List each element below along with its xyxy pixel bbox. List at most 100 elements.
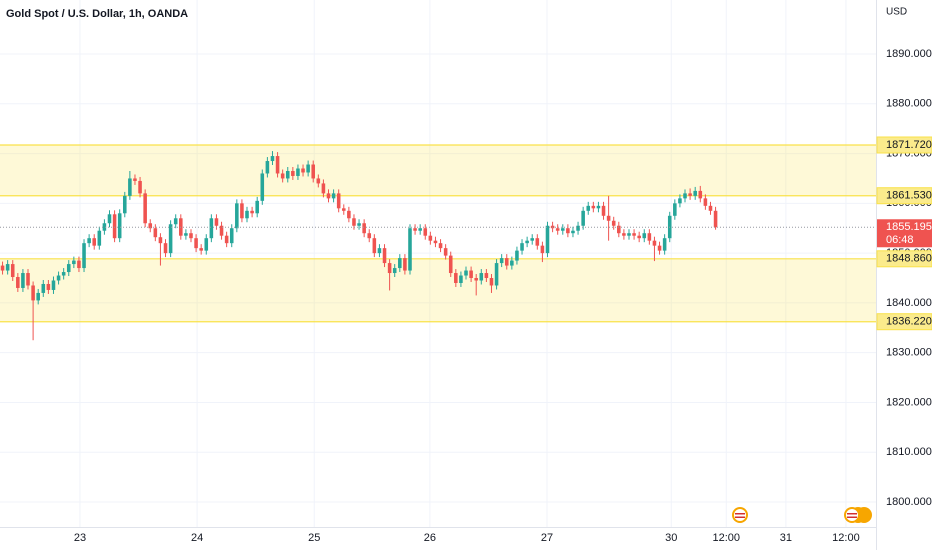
candle-body (525, 240, 529, 244)
candle-body (219, 225, 224, 236)
candle-body (224, 235, 229, 244)
candle-body (72, 260, 76, 265)
event-icon[interactable] (732, 507, 748, 523)
x-tick-label: 12:00 (832, 532, 860, 544)
candle-body (250, 210, 254, 214)
candle-body (591, 205, 596, 209)
zone (0, 258, 876, 322)
candle-body (10, 264, 15, 278)
candle-body (107, 214, 112, 224)
candle-body (403, 258, 407, 271)
candle-body (377, 248, 382, 254)
candle-body (26, 273, 30, 286)
candle-body (413, 228, 417, 231)
candle-body (194, 238, 198, 249)
candle-body (168, 224, 173, 254)
candle-body (606, 215, 611, 221)
candle-body (611, 220, 616, 226)
candle-body (489, 278, 494, 286)
event-icon-stripe (847, 516, 857, 518)
candle-body (77, 260, 81, 269)
zone-price-box (876, 250, 932, 268)
candle-body (163, 243, 168, 254)
y-tick-label: 1880.000 (886, 98, 932, 110)
candle-body (270, 156, 275, 162)
candle-body (520, 243, 524, 251)
candle-body (642, 233, 647, 239)
candles (0, 151, 718, 341)
x-tick-label: 25 (308, 532, 320, 544)
candle-body (97, 230, 102, 246)
y-tick-label: 1800.000 (886, 496, 932, 508)
candle-body (240, 203, 244, 219)
candle-body (387, 263, 392, 274)
candle-body (255, 200, 259, 214)
candle-body (102, 223, 107, 231)
candle-body (0, 265, 5, 271)
candle-body (662, 238, 667, 251)
last-price-box (877, 219, 932, 248)
candle-body (571, 230, 575, 234)
event-icon-stripe (847, 513, 857, 515)
candle-body (688, 193, 692, 196)
candle-body (443, 248, 448, 256)
candle-body (617, 225, 621, 234)
candle-body (566, 228, 570, 234)
candle-body (61, 272, 66, 276)
candle-body (454, 273, 458, 283)
candle-body (693, 190, 697, 196)
zone-price-label: 1836.220 (886, 316, 932, 328)
candle-body (683, 193, 687, 199)
candle-body (632, 233, 636, 236)
candle-body (184, 233, 188, 236)
candle-body (423, 228, 428, 236)
candle-body (515, 250, 519, 261)
candle-body (372, 238, 377, 254)
candle-body (204, 238, 209, 251)
candle-body (128, 178, 132, 196)
candle-body (464, 270, 468, 276)
candle-body (540, 245, 545, 254)
y-tick-label: 1890.000 (886, 48, 932, 60)
candle-body (306, 164, 310, 173)
candle-body (347, 210, 351, 219)
candle-body (117, 213, 122, 239)
x-tick-label: 24 (191, 532, 203, 544)
candle-body (713, 210, 718, 228)
y-tick-label: 1810.000 (886, 446, 932, 458)
candle-body (82, 243, 86, 269)
candle-body (209, 218, 214, 239)
candle-body (21, 273, 25, 288)
candle-body (657, 245, 662, 251)
y-tick-label: 1840.000 (886, 297, 932, 309)
event-icon[interactable] (844, 507, 872, 523)
candle-body (535, 238, 540, 246)
candle-body (311, 164, 316, 179)
candle-body (555, 228, 560, 231)
candle-body (703, 198, 708, 206)
event-icon-stripe (735, 516, 745, 518)
countdown-label: 06:48 (886, 234, 914, 246)
candle-body (352, 218, 356, 226)
candle-body (448, 255, 453, 274)
candle-body (484, 273, 489, 279)
zone-price-box (876, 187, 932, 205)
candle-body (622, 233, 626, 236)
candle-body (341, 208, 346, 211)
candle-body (382, 248, 387, 264)
candle-body (596, 205, 601, 209)
candle-body (122, 195, 127, 214)
candle-body (678, 198, 682, 204)
candle-body (51, 280, 56, 290)
candle-body (112, 214, 117, 239)
event-icon-flag (734, 509, 746, 521)
candle-body (245, 210, 249, 219)
candle-body (510, 260, 514, 266)
candle-body (260, 173, 265, 201)
zone-price-box (876, 136, 932, 154)
candle-body (469, 270, 473, 279)
candle-body (153, 228, 158, 238)
candle-body (280, 173, 285, 179)
candle-body (576, 225, 580, 231)
